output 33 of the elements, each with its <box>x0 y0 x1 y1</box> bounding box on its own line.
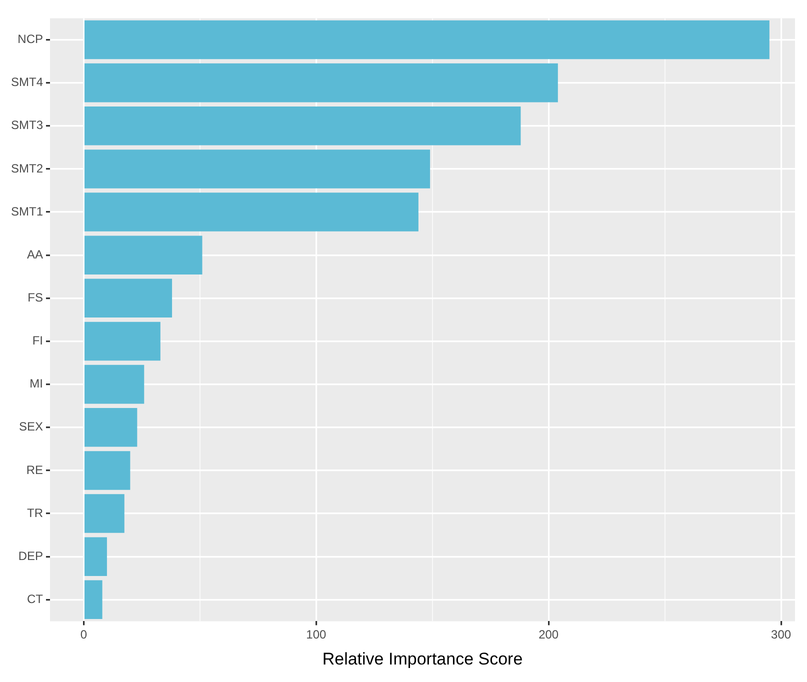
bar <box>84 451 130 490</box>
x-tick-label: 300 <box>771 628 792 642</box>
x-axis-title: Relative Importance Score <box>322 649 523 668</box>
y-tick-label: NCP <box>18 32 44 46</box>
y-tick-label: SMT1 <box>10 204 44 218</box>
y-tick-label: CT <box>27 592 44 606</box>
y-tick-label: AA <box>26 247 44 262</box>
bar <box>84 192 418 232</box>
y-tick-label: SMT4 <box>10 75 44 90</box>
bar <box>84 494 124 533</box>
y-tick-label: RE <box>26 462 44 477</box>
y-tick-label: TR <box>27 506 44 520</box>
bar <box>84 364 144 404</box>
x-tick-label: 200 <box>538 628 559 642</box>
bar <box>84 408 138 447</box>
bar <box>84 537 107 576</box>
y-tick-label: FI <box>32 334 44 348</box>
y-tick-label: SMT2 <box>10 161 44 176</box>
bar <box>84 150 430 188</box>
y-tick-label: SEX <box>18 420 44 434</box>
y-tick-label: DEP <box>18 548 44 563</box>
bar <box>84 20 770 60</box>
bar <box>84 580 102 620</box>
bar <box>84 278 172 318</box>
y-tick-label: MI <box>30 376 44 391</box>
bar <box>84 322 160 361</box>
x-tick-label: 100 <box>306 628 326 642</box>
bar <box>84 106 521 146</box>
y-tick-label: SMT3 <box>10 118 44 132</box>
y-tick-label: FS <box>28 290 44 304</box>
x-tick-label: 0 <box>80 628 88 642</box>
bar <box>84 236 202 274</box>
bar <box>84 63 558 102</box>
